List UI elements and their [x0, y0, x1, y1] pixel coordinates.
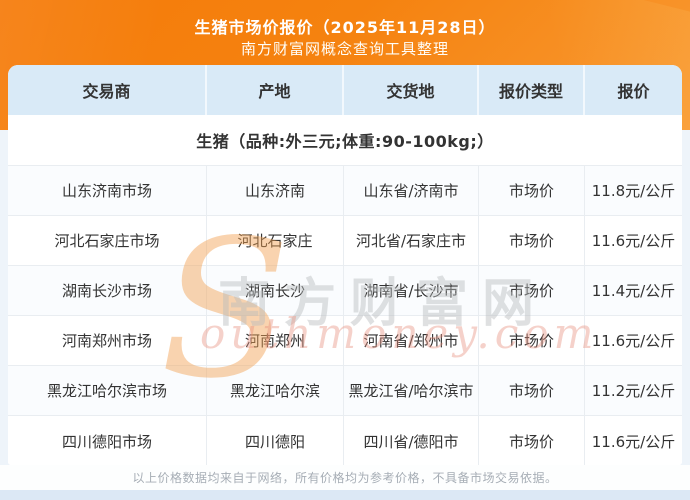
cell-trader: 黑龙江哈尔滨市场: [8, 366, 207, 416]
cell-price: 11.2元/公斤: [585, 366, 682, 416]
cell-delivery: 山东省/济南市: [344, 166, 479, 216]
cell-delivery: 四川省/德阳市: [344, 416, 479, 465]
cell-delivery: 湖南省/长沙市: [344, 266, 479, 316]
column-header-trader: 交易商: [8, 65, 207, 115]
cell-origin: 四川德阳: [207, 416, 344, 465]
cell-quote-type: 市场价: [479, 316, 585, 366]
cell-quote-type: 市场价: [479, 166, 585, 216]
price-table: 交易商 产地 交货地 报价类型 报价 生猪（品种:外三元;体重:90-100kg…: [8, 65, 682, 465]
cell-origin: 湖南长沙: [207, 266, 344, 316]
disclaimer-bar: 以上价格数据均来自于网络，所有价格均为参考价格，不具备市场交易依据。: [0, 465, 690, 490]
cell-price: 11.4元/公斤: [585, 266, 682, 316]
table-row: 黑龙江哈尔滨市场 黑龙江哈尔滨 黑龙江省/哈尔滨市 市场价 11.2元/公斤: [8, 366, 682, 416]
column-header-price: 报价: [585, 65, 682, 115]
cell-origin: 河南郑州: [207, 316, 344, 366]
cell-quote-type: 市场价: [479, 216, 585, 266]
table-row: 四川德阳市场 四川德阳 四川省/德阳市 市场价 11.6元/公斤: [8, 416, 682, 465]
bottom-band: [0, 490, 690, 500]
disclaimer-text: 以上价格数据均来自于网络，所有价格均为参考价格，不具备市场交易依据。: [132, 471, 558, 485]
cell-trader: 河南郑州市场: [8, 316, 207, 366]
cell-delivery: 河北省/石家庄市: [344, 216, 479, 266]
cell-origin: 河北石家庄: [207, 216, 344, 266]
species-note-row: 生猪（品种:外三元;体重:90-100kg;）: [8, 115, 682, 166]
cell-origin: 黑龙江哈尔滨: [207, 366, 344, 416]
cell-delivery: 黑龙江省/哈尔滨市: [344, 366, 479, 416]
table-row: 河北石家庄市场 河北石家庄 河北省/石家庄市 市场价 11.6元/公斤: [8, 216, 682, 266]
cell-quote-type: 市场价: [479, 366, 585, 416]
cell-price: 11.8元/公斤: [585, 166, 682, 216]
cell-quote-type: 市场价: [479, 266, 585, 316]
cell-delivery: 河南省/郑州市: [344, 316, 479, 366]
column-header-quote-type: 报价类型: [479, 65, 585, 115]
cell-price: 11.6元/公斤: [585, 316, 682, 366]
cell-trader: 河北石家庄市场: [8, 216, 207, 266]
cell-origin: 山东济南: [207, 166, 344, 216]
table-row: 河南郑州市场 河南郑州 河南省/郑州市 市场价 11.6元/公斤: [8, 316, 682, 366]
table-row: 山东济南市场 山东济南 山东省/济南市 市场价 11.8元/公斤: [8, 166, 682, 216]
table-row: 湖南长沙市场 湖南长沙 湖南省/长沙市 市场价 11.4元/公斤: [8, 266, 682, 316]
cell-quote-type: 市场价: [479, 416, 585, 465]
table-body: 山东济南市场 山东济南 山东省/济南市 市场价 11.8元/公斤 河北石家庄市场…: [8, 166, 682, 465]
column-header-origin: 产地: [207, 65, 344, 115]
cell-price: 11.6元/公斤: [585, 416, 682, 465]
column-header-delivery: 交货地: [344, 65, 479, 115]
page-subtitle: 南方财富网概念查询工具整理: [240, 40, 449, 58]
table-header-row: 交易商 产地 交货地 报价类型 报价: [8, 65, 682, 115]
cell-trader: 湖南长沙市场: [8, 266, 207, 316]
cell-trader: 四川德阳市场: [8, 416, 207, 465]
cell-trader: 山东济南市场: [8, 166, 207, 216]
page-title: 生猪市场价报价（2025年11月28日）: [194, 18, 496, 37]
cell-price: 11.6元/公斤: [585, 216, 682, 266]
